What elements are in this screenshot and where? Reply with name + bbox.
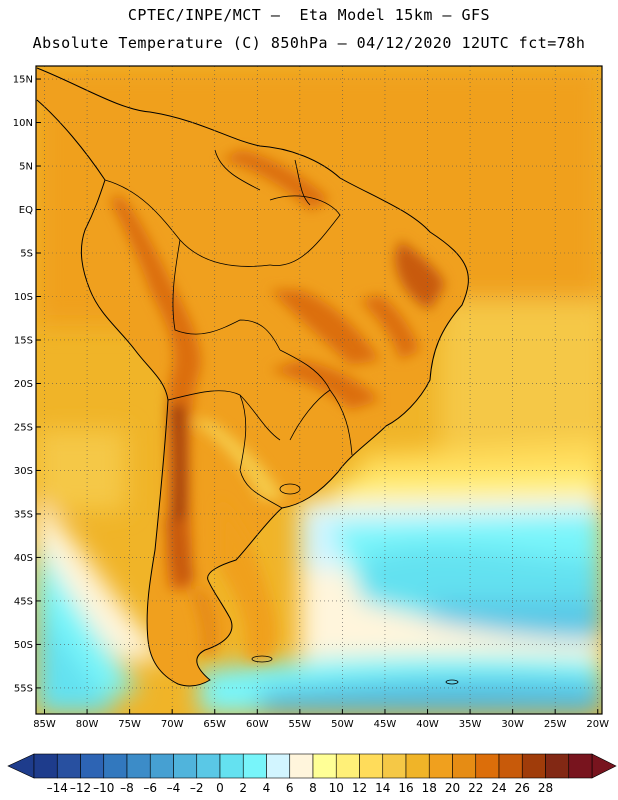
colorbar-label: –2 xyxy=(190,781,204,795)
colorbar-swatch xyxy=(149,753,174,779)
colorbar-swatch xyxy=(382,753,407,779)
colorbar-swatch xyxy=(289,753,314,779)
colorbar-swatch xyxy=(312,753,337,779)
colorbar-swatch xyxy=(498,753,523,779)
colorbar-label: 0 xyxy=(216,781,224,795)
colorbar-swatch xyxy=(452,753,477,779)
lat-tick-label: 40S xyxy=(14,553,33,564)
lon-tick-label: 35W xyxy=(459,719,482,730)
lon-tick-label: 70W xyxy=(161,719,184,730)
lon-tick-label: 25W xyxy=(544,719,567,730)
colorbar-swatch xyxy=(475,753,500,779)
colorbar-label: 26 xyxy=(515,781,530,795)
colorbar-swatch xyxy=(568,753,593,779)
colorbar-label: 18 xyxy=(422,781,437,795)
colorbar-swatch xyxy=(359,753,384,779)
lat-tick-label: 20S xyxy=(14,379,33,390)
lon-tick-label: 60W xyxy=(246,719,269,730)
lat-tick-label: 30S xyxy=(14,466,33,477)
colorbar-swatch xyxy=(196,753,221,779)
lon-tick-label: 30W xyxy=(501,719,524,730)
lat-tick-label: 50S xyxy=(14,640,33,651)
temperature-field xyxy=(36,66,602,714)
lon-tick-label: 75W xyxy=(118,719,141,730)
lat-tick-label: 45S xyxy=(14,596,33,607)
lon-tick-label: 55W xyxy=(289,719,312,730)
colorbar-label: –12 xyxy=(70,781,91,795)
colorbar-swatch xyxy=(56,753,81,779)
lon-tick-label: 50W xyxy=(331,719,354,730)
map-title: CPTEC/INPE/MCT – Eta Model 15km – GFS xyxy=(127,6,491,24)
colorbar-label: 2 xyxy=(239,781,247,795)
colorbar-swatch xyxy=(428,753,453,779)
colorbar-swatch xyxy=(545,753,570,779)
lat-tick-label: 10S xyxy=(14,292,33,303)
lat-tick-label: 15S xyxy=(14,335,33,346)
colorbar-label: –6 xyxy=(143,781,157,795)
colorbar-label: –10 xyxy=(93,781,114,795)
lat-tick-label: EQ xyxy=(19,205,33,216)
colorbar-swatch xyxy=(219,753,244,779)
lat-tick-label: 10N xyxy=(13,118,33,129)
colorbar-label: 4 xyxy=(263,781,271,795)
colorbar-swatch xyxy=(80,753,105,779)
colorbar-label: –14 xyxy=(47,781,68,795)
map-frame xyxy=(35,65,603,715)
colorbar-swatch xyxy=(521,753,546,779)
lon-tick-label: 85W xyxy=(33,719,56,730)
lat-tick-label: 5S xyxy=(20,249,33,260)
colorbar-swatch xyxy=(405,753,430,779)
lon-tick-label: 40W xyxy=(416,719,439,730)
colorbar-label: 28 xyxy=(538,781,553,795)
colorbar-label: 6 xyxy=(286,781,294,795)
colorbar-high-arrow xyxy=(591,753,617,779)
colorbar-label: 10 xyxy=(329,781,344,795)
lat-tick-label: 25S xyxy=(14,422,33,433)
colorbar-label: 22 xyxy=(468,781,483,795)
lat-tick-label: 15N xyxy=(13,75,33,86)
colorbar-legend: –14 –12 –10 –8 –6 –4 –2 0 2 4 6 8 10 12 14 16 18 20 22 24 26… xyxy=(7,753,617,795)
lon-tick-label: 80W xyxy=(76,719,99,730)
longitude-axis: 85W 80W 75W 70W 65W 60W 55W 50W 45W 40W 35W 30W 25W 2… xyxy=(33,709,609,730)
lat-tick-label: 5N xyxy=(19,162,33,173)
lat-tick-label: 55S xyxy=(14,683,33,694)
map-subtitle: Absolute Temperature (C) 850hPa – 04/12/… xyxy=(32,34,586,52)
lon-tick-label: 45W xyxy=(374,719,397,730)
latitude-axis: 15N 10N 5N EQ 5S 10S 15S 20S 25S 30S 35S 40S 45S 50S 5… xyxy=(13,75,41,694)
lat-tick-label: 35S xyxy=(14,509,33,520)
lon-tick-label: 20W xyxy=(586,719,609,730)
colorbar-swatch xyxy=(173,753,198,779)
colorbar-low-arrow xyxy=(7,753,35,779)
lon-tick-label: 65W xyxy=(203,719,226,730)
colorbar-swatch xyxy=(242,753,267,779)
colorbar-swatch xyxy=(126,753,151,779)
colorbar-label: 24 xyxy=(491,781,506,795)
colorbar-label: 12 xyxy=(352,781,367,795)
colorbar-swatch xyxy=(266,753,291,779)
colorbar-label: 14 xyxy=(375,781,390,795)
colorbar-label: 16 xyxy=(398,781,413,795)
colorbar-swatch xyxy=(335,753,360,779)
colorbar-label: 20 xyxy=(445,781,460,795)
colorbar-label: 8 xyxy=(309,781,317,795)
colorbar-swatch xyxy=(33,753,58,779)
colorbar-label: –8 xyxy=(120,781,134,795)
colorbar-swatch xyxy=(103,753,128,779)
colorbar-label: –4 xyxy=(167,781,181,795)
